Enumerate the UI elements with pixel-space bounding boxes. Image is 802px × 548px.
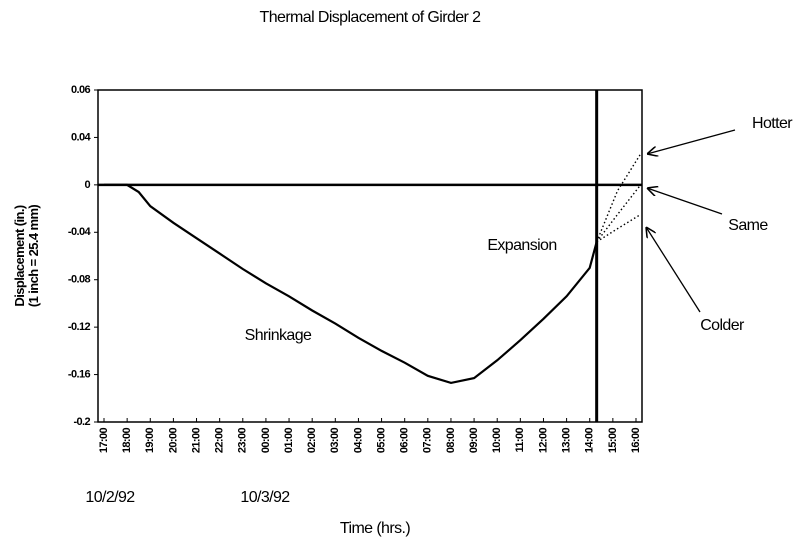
- y-tick-label: -0.12: [68, 321, 91, 333]
- date-label: 10/3/92: [240, 489, 290, 506]
- x-tick-label: 07:00: [422, 428, 434, 454]
- annotation: Hotter: [752, 115, 793, 132]
- x-tick-label: 22:00: [214, 428, 226, 454]
- x-tick-label: 00:00: [260, 428, 272, 454]
- y-axis-label: Displacement (in.): [12, 205, 27, 306]
- y-axis-label: (1 inch = 25.4 mm): [26, 205, 41, 308]
- x-tick-label: 19:00: [144, 428, 156, 454]
- chart-title: Thermal Displacement of Girder 2: [260, 9, 482, 26]
- annotation: Expansion: [487, 237, 556, 254]
- x-tick-label: 03:00: [329, 428, 341, 454]
- y-tick-label: -0.2: [73, 416, 90, 428]
- annotation: Same: [728, 217, 768, 234]
- y-tick-label: 0.04: [71, 131, 91, 143]
- y-tick-label: 0.06: [71, 84, 90, 96]
- x-tick-label: 09:00: [468, 428, 480, 454]
- annotation: Shrinkage: [245, 327, 312, 344]
- series-line: [596, 153, 642, 243]
- y-tick-label: -0.16: [68, 368, 91, 380]
- series-line: [596, 184, 642, 243]
- x-tick-label: 20:00: [167, 428, 179, 454]
- x-tick-label: 16:00: [630, 428, 642, 454]
- plot-frame: [97, 89, 643, 423]
- x-tick-label: 15:00: [607, 428, 619, 454]
- y-tick-label: -0.04: [68, 226, 92, 238]
- x-tick-label: 10:00: [491, 428, 503, 454]
- x-tick-label: 04:00: [352, 428, 364, 454]
- x-tick-label: 08:00: [445, 428, 457, 454]
- series-line: [104, 183, 598, 385]
- x-tick-label: 06:00: [399, 428, 411, 454]
- x-axis-label: Time (hrs.): [340, 520, 410, 537]
- x-tick-label: 12:00: [537, 428, 549, 454]
- x-tick-label: 02:00: [306, 428, 318, 454]
- x-tick-label: 05:00: [375, 428, 387, 454]
- arrow: [646, 227, 701, 313]
- y-tick-label: -0.08: [68, 274, 91, 286]
- arrow: [647, 188, 723, 215]
- x-tick-label: 21:00: [190, 428, 202, 454]
- x-tick-label: 14:00: [584, 428, 596, 454]
- x-tick-label: 01:00: [283, 428, 295, 454]
- x-tick-label: 13:00: [561, 428, 573, 454]
- date-label: 10/2/92: [85, 489, 135, 506]
- x-tick-label: 17:00: [98, 428, 110, 454]
- y-tick-label: 0: [84, 179, 90, 191]
- x-tick-label: 18:00: [121, 428, 133, 454]
- x-tick-label: 11:00: [514, 428, 526, 453]
- series-line: [596, 213, 641, 243]
- arrow: [647, 129, 736, 154]
- annotation: Colder: [700, 317, 745, 334]
- x-tick-label: 23:00: [237, 428, 249, 454]
